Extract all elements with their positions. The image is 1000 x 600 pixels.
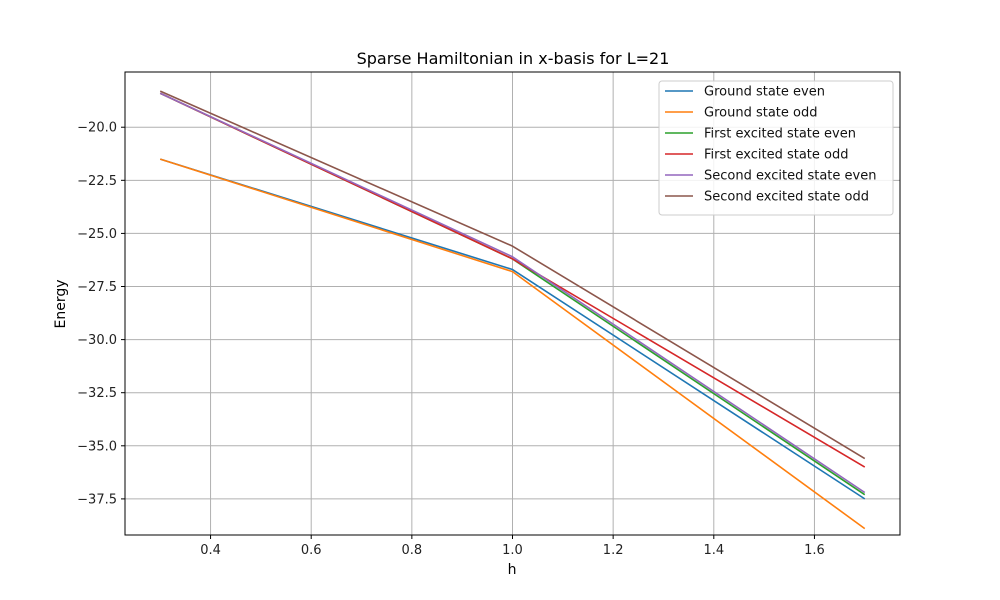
x-tick-label: 1.0 [502,543,523,558]
x-tick-label: 1.2 [603,543,624,558]
x-tick-label: 1.6 [804,543,825,558]
x-tick-label: 0.8 [402,543,423,558]
series-line-1 [159,158,866,530]
y-tick-label: −25.0 [77,227,117,242]
legend-entry-label: First excited state even [704,127,856,142]
y-tick-label: −32.5 [77,386,117,401]
y-axis-label: Energy [53,279,69,328]
x-axis-label: h [508,562,517,578]
series-line-4 [159,92,866,494]
y-tick-label: −20.0 [77,121,117,136]
y-tick-label: −22.5 [77,174,117,189]
legend-entry-label: Ground state odd [704,106,817,121]
grid [125,72,900,535]
legend-entry-label: Ground state even [704,85,825,100]
y-tick-label: −35.0 [77,439,117,454]
series-line-5 [159,90,866,460]
ticks: 0.4 0.6 0.8 1.0 1.2 1.4 1.6 −20.0 −22.5 −25.0 −27.… [77,121,825,558]
plot-frame [124,71,901,536]
series-lines [159,90,866,530]
legend-box [658,80,894,216]
legend-entry-label: Second excited state even [704,169,876,184]
y-tick-label: −37.5 [77,492,117,507]
y-tick-label: −30.0 [77,333,117,348]
chart-title: Sparse Hamiltonian in x-basis for L=21 [357,49,670,68]
x-tick-label: 1.4 [703,543,724,558]
legend-entry-label: First excited state odd [704,148,849,163]
legend-entry-label: Second excited state odd [704,190,869,205]
y-tick-label: −27.5 [77,280,117,295]
legend: Ground state even Ground state odd First e… [658,80,894,216]
x-tick-label: 0.4 [200,543,221,558]
x-tick-label: 0.6 [301,543,322,558]
